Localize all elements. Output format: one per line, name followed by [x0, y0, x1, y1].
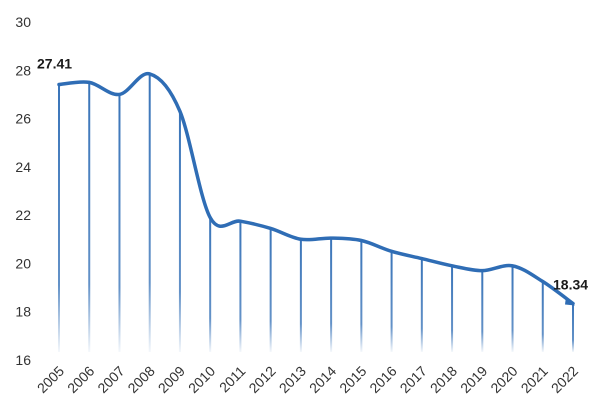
- data-point: [117, 92, 121, 96]
- x-tick-label: 2021: [518, 363, 551, 396]
- x-axis: 2005200620072008200920102011201220132014…: [34, 363, 581, 396]
- drop-line: [58, 84, 60, 352]
- drop-line: [360, 240, 363, 352]
- y-tick-label: 18: [15, 304, 31, 320]
- y-axis: 16 18 20 22 24 26 28 30: [15, 14, 31, 368]
- x-tick-label: 2008: [124, 363, 157, 396]
- x-tick-label: 2009: [155, 363, 188, 396]
- data-label: 18.34: [553, 277, 588, 293]
- y-tick-label: 20: [15, 255, 31, 271]
- y-tick-label: 28: [15, 62, 31, 78]
- data-point: [329, 236, 333, 240]
- x-tick-label: 2018: [427, 363, 460, 396]
- data-labels: 27.41 18.34: [37, 56, 588, 293]
- x-tick-label: 2006: [64, 363, 97, 396]
- y-tick-label: 22: [15, 207, 31, 223]
- drop-line: [572, 303, 574, 352]
- data-point: [87, 80, 91, 84]
- y-tick-label: 26: [15, 111, 31, 127]
- x-tick-label: 2013: [276, 363, 309, 396]
- drop-line: [511, 265, 514, 352]
- drop-line: [209, 217, 212, 352]
- x-tick-label: 2020: [487, 363, 520, 396]
- drop-line: [451, 265, 454, 352]
- drop-line: [178, 111, 181, 352]
- x-tick-label: 2017: [397, 363, 430, 396]
- drop-line: [299, 239, 302, 352]
- y-tick-label: 30: [15, 14, 31, 30]
- data-point: [450, 264, 454, 268]
- drop-line: [420, 258, 423, 352]
- x-tick-label: 2005: [34, 363, 67, 396]
- x-tick-label: 2010: [185, 363, 218, 396]
- data-point: [390, 249, 394, 253]
- drop-line: [88, 82, 91, 352]
- data-label: 27.41: [37, 56, 72, 72]
- data-point: [359, 238, 363, 242]
- data-point: [571, 302, 575, 306]
- data-point: [299, 237, 303, 241]
- x-tick-label: 2022: [548, 363, 581, 396]
- drop-line: [118, 94, 121, 352]
- drop-line: [390, 251, 393, 352]
- drop-line: [269, 228, 272, 352]
- data-point: [148, 72, 152, 76]
- x-tick-label: 2012: [245, 363, 278, 396]
- x-tick-label: 2007: [94, 363, 127, 396]
- data-point: [269, 226, 273, 230]
- data-point: [208, 216, 212, 220]
- x-tick-label: 2015: [336, 363, 369, 396]
- drop-line: [330, 238, 333, 352]
- drop-line: [541, 281, 544, 352]
- series-path: [57, 72, 575, 306]
- x-tick-label: 2019: [457, 363, 490, 396]
- data-point: [178, 109, 182, 113]
- series-line: [57, 72, 575, 306]
- y-tick-label: 24: [15, 159, 31, 175]
- data-point: [480, 269, 484, 273]
- drop-line: [481, 270, 484, 352]
- data-point: [420, 257, 424, 261]
- data-point: [238, 219, 242, 223]
- drop-line: [148, 73, 151, 353]
- data-point: [511, 264, 515, 268]
- x-tick-label: 2014: [306, 363, 339, 396]
- drop-line: [239, 221, 242, 352]
- x-tick-label: 2011: [216, 363, 249, 396]
- x-tick-label: 2016: [366, 363, 399, 396]
- data-point: [57, 83, 61, 87]
- y-tick-label: 16: [15, 352, 31, 368]
- data-point: [541, 280, 545, 284]
- drop-lines: [58, 73, 574, 353]
